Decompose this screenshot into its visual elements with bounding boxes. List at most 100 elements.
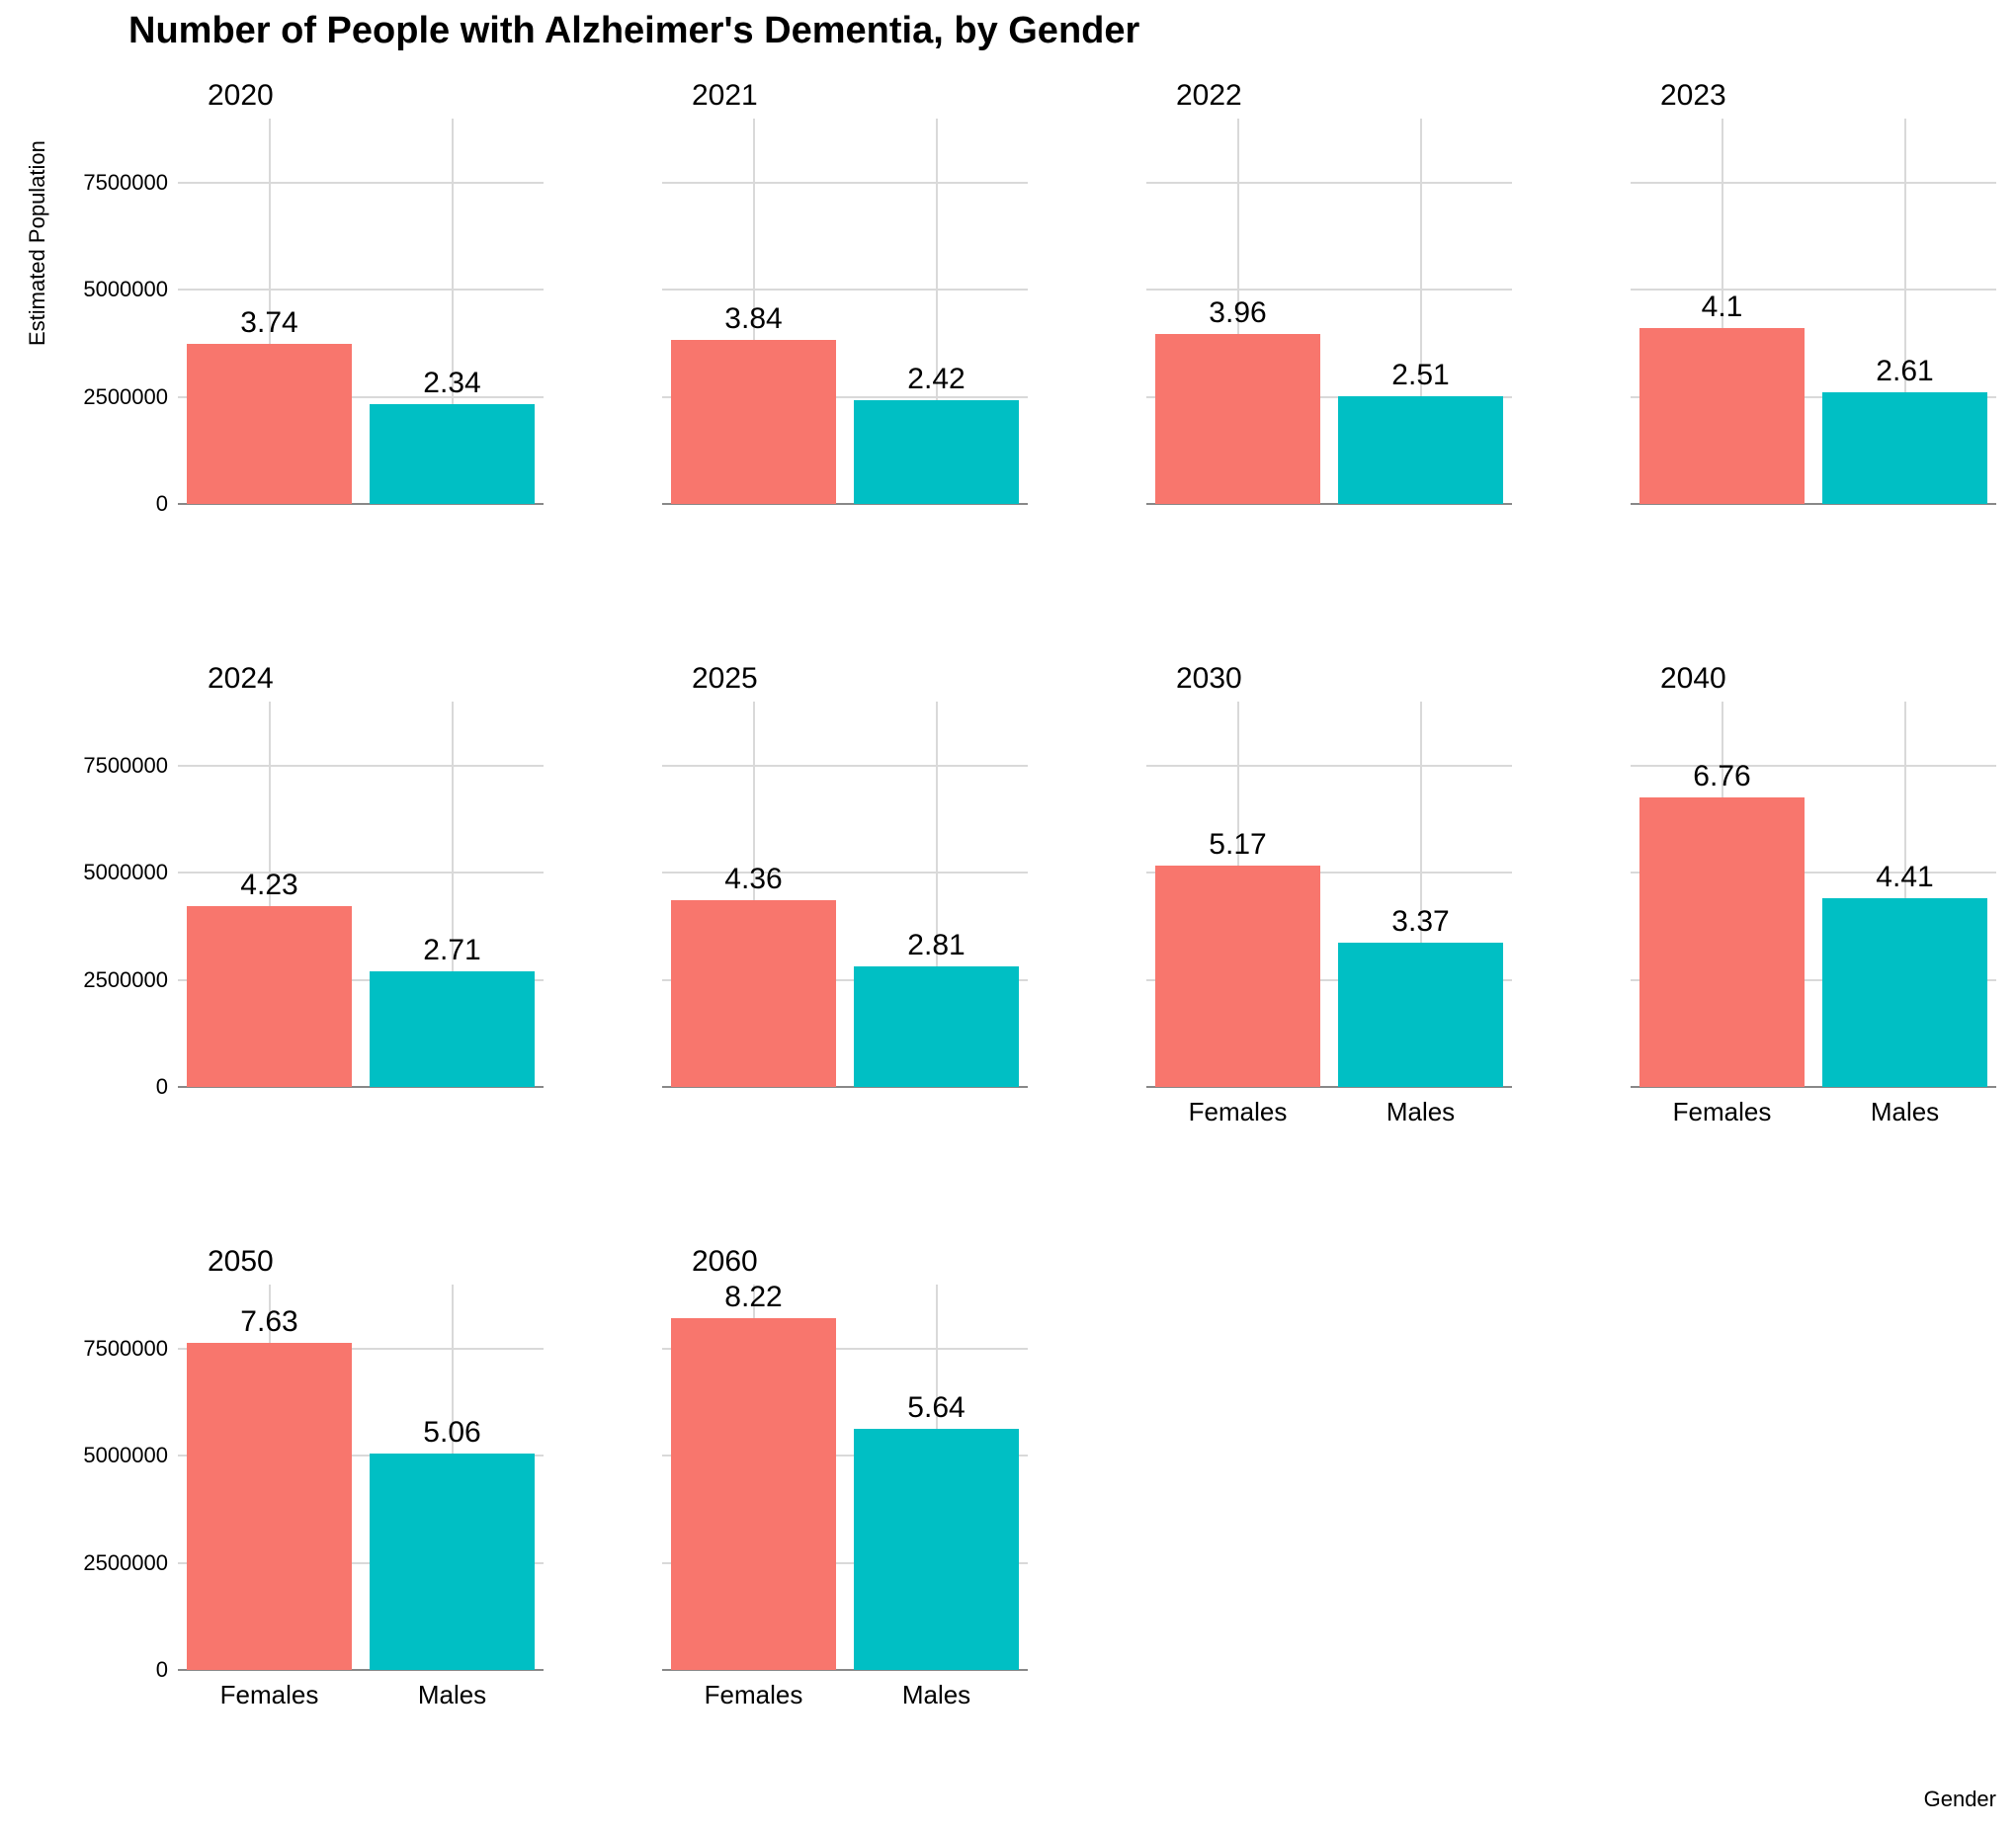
panel-2025: 20254.362.81 <box>662 702 1028 1087</box>
ytick-label: 7500000 <box>49 753 168 779</box>
bar-females <box>1155 334 1320 504</box>
bar-label-females: 6.76 <box>1693 760 1750 793</box>
ytick-label: 2500000 <box>49 384 168 410</box>
bar-males <box>854 1429 1019 1670</box>
bar-label-males: 5.64 <box>907 1391 965 1425</box>
gridline-h <box>1146 182 1512 184</box>
bar-females <box>1155 866 1320 1087</box>
bar-label-females: 8.22 <box>724 1281 782 1314</box>
bar-label-females: 4.23 <box>240 869 297 902</box>
panel-title: 2020 <box>208 79 274 113</box>
bar-females <box>1639 797 1805 1087</box>
bar-label-males: 2.42 <box>907 363 965 396</box>
gridline-h <box>662 182 1028 184</box>
bar-label-males: 2.34 <box>423 367 480 400</box>
panel-2020: 20203.742.340250000050000007500000 <box>178 119 544 504</box>
bar-females <box>187 1343 352 1670</box>
figure: Number of People with Alzheimer's Dement… <box>0 0 2016 1832</box>
ytick-label: 0 <box>49 1074 168 1100</box>
chart-title: Number of People with Alzheimer's Dement… <box>128 10 1139 52</box>
bar-females <box>187 906 352 1087</box>
gridline-h <box>662 872 1028 874</box>
bar-label-males: 5.06 <box>423 1416 480 1450</box>
xtick-label: Males <box>418 1680 486 1710</box>
ytick-label: 7500000 <box>49 170 168 196</box>
panel-title: 2030 <box>1176 662 1242 696</box>
plot-area: 7.635.06FemalesMales <box>178 1285 544 1670</box>
bar-males <box>1338 396 1503 504</box>
panel-2060: 20608.225.64FemalesMales <box>662 1285 1028 1670</box>
plot-area: 5.173.37FemalesMales <box>1146 702 1512 1087</box>
plot-area: 3.74 2.34 <box>178 119 544 504</box>
bar-label-males: 3.37 <box>1391 905 1449 939</box>
panel-title: 2040 <box>1660 662 1726 696</box>
bar-label-males: 2.61 <box>1876 355 1933 388</box>
bar-males <box>370 1454 535 1670</box>
plot-area: 4.36 2.81 <box>662 702 1028 1087</box>
bar-males <box>1822 392 1987 504</box>
plot-area: 8.225.64FemalesMales <box>662 1285 1028 1670</box>
panel-title: 2060 <box>692 1245 758 1279</box>
bar-label-females: 7.63 <box>240 1305 297 1339</box>
gridline-h <box>1146 289 1512 291</box>
gridline-h <box>178 182 544 184</box>
plot-area: 6.764.41FemalesMales <box>1631 702 1996 1087</box>
ytick-label: 0 <box>49 1657 168 1683</box>
gridline-h <box>178 765 544 767</box>
ytick-label: 2500000 <box>49 1550 168 1576</box>
ytick-label: 5000000 <box>49 1443 168 1468</box>
gridline-h <box>1146 765 1512 767</box>
panel-2024: 20244.232.710250000050000007500000 <box>178 702 544 1087</box>
ytick-label: 7500000 <box>49 1336 168 1362</box>
bar-label-males: 2.71 <box>423 934 480 967</box>
plot-area: 4.1 2.61 <box>1631 119 1996 504</box>
panel-2021: 20213.842.42 <box>662 119 1028 504</box>
bar-females <box>671 340 836 504</box>
xtick-label: Males <box>902 1680 970 1710</box>
panel-title: 2024 <box>208 662 274 696</box>
plot-area: 3.84 2.42 <box>662 119 1028 504</box>
plot-area: 4.23 2.71 <box>178 702 544 1087</box>
bar-label-females: 4.1 <box>1702 291 1743 324</box>
gridline-h <box>178 872 544 874</box>
bar-males <box>370 971 535 1087</box>
plot-area: 3.96 2.51 <box>1146 119 1512 504</box>
xtick-label: Females <box>220 1680 319 1710</box>
gridline-h <box>1631 289 1996 291</box>
bar-label-males: 2.51 <box>1391 359 1449 392</box>
bar-males <box>854 966 1019 1087</box>
panel-2022: 20223.962.51 <box>1146 119 1512 504</box>
bar-label-females: 3.74 <box>240 306 297 340</box>
xtick-label: Females <box>705 1680 803 1710</box>
bar-males <box>854 400 1019 504</box>
ytick-label: 0 <box>49 491 168 517</box>
xtick-label: Females <box>1673 1097 1772 1127</box>
bar-label-males: 4.41 <box>1876 861 1933 894</box>
bar-label-females: 5.17 <box>1209 828 1266 862</box>
panel-title: 2021 <box>692 79 758 113</box>
bar-males <box>1338 943 1503 1087</box>
panel-title: 2023 <box>1660 79 1726 113</box>
gridline-h <box>1631 765 1996 767</box>
x-axis-label: Gender <box>1924 1787 1996 1812</box>
ytick-label: 5000000 <box>49 860 168 885</box>
xtick-label: Males <box>1386 1097 1455 1127</box>
bar-females <box>187 344 352 504</box>
bar-label-males: 2.81 <box>907 929 965 962</box>
gridline-h <box>1631 182 1996 184</box>
bar-females <box>1639 328 1805 504</box>
bar-label-females: 3.96 <box>1209 296 1266 330</box>
bar-label-females: 4.36 <box>724 863 782 896</box>
xtick-label: Females <box>1189 1097 1288 1127</box>
bar-males <box>1822 898 1987 1087</box>
y-axis-label: Estimated Population <box>25 140 50 346</box>
panel-title: 2025 <box>692 662 758 696</box>
gridline-h <box>662 765 1028 767</box>
panel-2023: 20234.12.61 <box>1631 119 1996 504</box>
panel-2050: 20507.635.06FemalesMales0250000050000007… <box>178 1285 544 1670</box>
panel-2040: 20406.764.41FemalesMales <box>1631 702 1996 1087</box>
bar-females <box>671 900 836 1087</box>
gridline-h <box>178 289 544 291</box>
panel-2030: 20305.173.37FemalesMales <box>1146 702 1512 1087</box>
bar-label-females: 3.84 <box>724 302 782 336</box>
